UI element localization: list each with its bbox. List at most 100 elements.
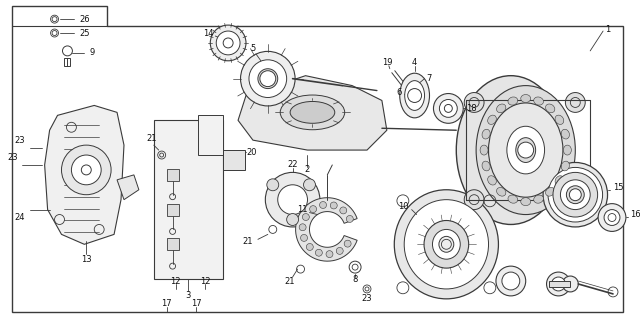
Text: 8: 8 [353,274,358,284]
Bar [166,169,179,181]
Text: 12: 12 [200,277,211,286]
Ellipse shape [563,145,572,155]
Circle shape [433,93,463,123]
Ellipse shape [480,145,488,155]
Polygon shape [45,106,124,244]
Circle shape [336,247,343,254]
Circle shape [299,224,306,231]
Ellipse shape [400,73,429,118]
Text: 22: 22 [287,161,298,169]
Bar [223,150,245,170]
Text: 11: 11 [297,205,307,214]
Bar [548,281,570,287]
Ellipse shape [555,115,564,124]
Circle shape [310,206,317,213]
Ellipse shape [488,103,563,197]
Polygon shape [296,198,357,261]
Ellipse shape [258,69,278,89]
Ellipse shape [553,172,598,217]
Ellipse shape [566,186,584,204]
Text: 17: 17 [191,299,202,308]
Ellipse shape [545,188,555,196]
Text: 19: 19 [381,58,392,67]
Ellipse shape [439,236,454,252]
Text: 15: 15 [613,183,623,192]
Text: 17: 17 [161,299,172,308]
Circle shape [216,31,240,55]
Circle shape [552,277,565,291]
Ellipse shape [482,161,490,171]
Circle shape [81,165,92,175]
Ellipse shape [433,229,460,259]
Circle shape [547,272,570,296]
Circle shape [301,234,307,241]
Circle shape [518,142,534,158]
Circle shape [464,190,484,210]
Text: 16: 16 [630,210,640,219]
Ellipse shape [508,97,518,105]
Text: 7: 7 [426,74,432,83]
Ellipse shape [548,168,603,222]
Circle shape [565,190,585,210]
Ellipse shape [404,200,488,289]
Circle shape [565,93,585,112]
Circle shape [604,210,620,225]
Ellipse shape [507,126,545,174]
Ellipse shape [497,104,506,113]
Circle shape [303,179,316,191]
Ellipse shape [278,185,307,215]
Polygon shape [117,175,139,200]
Ellipse shape [488,115,497,124]
Circle shape [326,251,333,258]
Ellipse shape [482,129,490,139]
Circle shape [344,240,351,247]
Circle shape [260,71,276,86]
Ellipse shape [516,138,536,162]
Bar [65,58,70,66]
Text: 21: 21 [243,237,253,246]
Ellipse shape [534,195,543,203]
Text: 14: 14 [203,29,213,38]
Ellipse shape [561,180,590,210]
Ellipse shape [404,81,424,110]
Ellipse shape [534,97,543,105]
Ellipse shape [456,76,565,225]
Text: 12: 12 [170,277,181,286]
Ellipse shape [543,162,607,227]
Circle shape [330,202,337,209]
Ellipse shape [545,104,555,113]
Circle shape [302,214,309,220]
Ellipse shape [521,198,531,206]
Bar [154,120,223,279]
Circle shape [340,207,347,214]
Circle shape [598,204,626,232]
Text: 6: 6 [396,88,402,97]
Circle shape [570,189,581,201]
Ellipse shape [496,266,525,296]
Circle shape [307,244,313,251]
Ellipse shape [280,95,345,130]
Text: 13: 13 [81,255,92,264]
Text: 4: 4 [412,58,417,67]
Text: 10: 10 [398,202,409,211]
Ellipse shape [488,176,497,185]
Circle shape [464,93,484,112]
Text: 25: 25 [79,29,90,38]
Text: 18: 18 [466,104,477,113]
Ellipse shape [394,190,499,299]
Text: 24: 24 [14,213,25,222]
Ellipse shape [266,172,320,227]
Text: 23: 23 [362,294,372,303]
Bar [166,238,179,250]
Text: 23: 23 [14,136,25,145]
Ellipse shape [508,195,518,203]
Ellipse shape [555,176,564,185]
Ellipse shape [424,220,468,268]
Circle shape [316,249,323,256]
Text: 21: 21 [147,134,157,143]
Text: 2: 2 [305,165,310,174]
Circle shape [267,179,279,191]
Circle shape [287,214,299,225]
Circle shape [440,100,457,117]
Ellipse shape [497,188,506,196]
